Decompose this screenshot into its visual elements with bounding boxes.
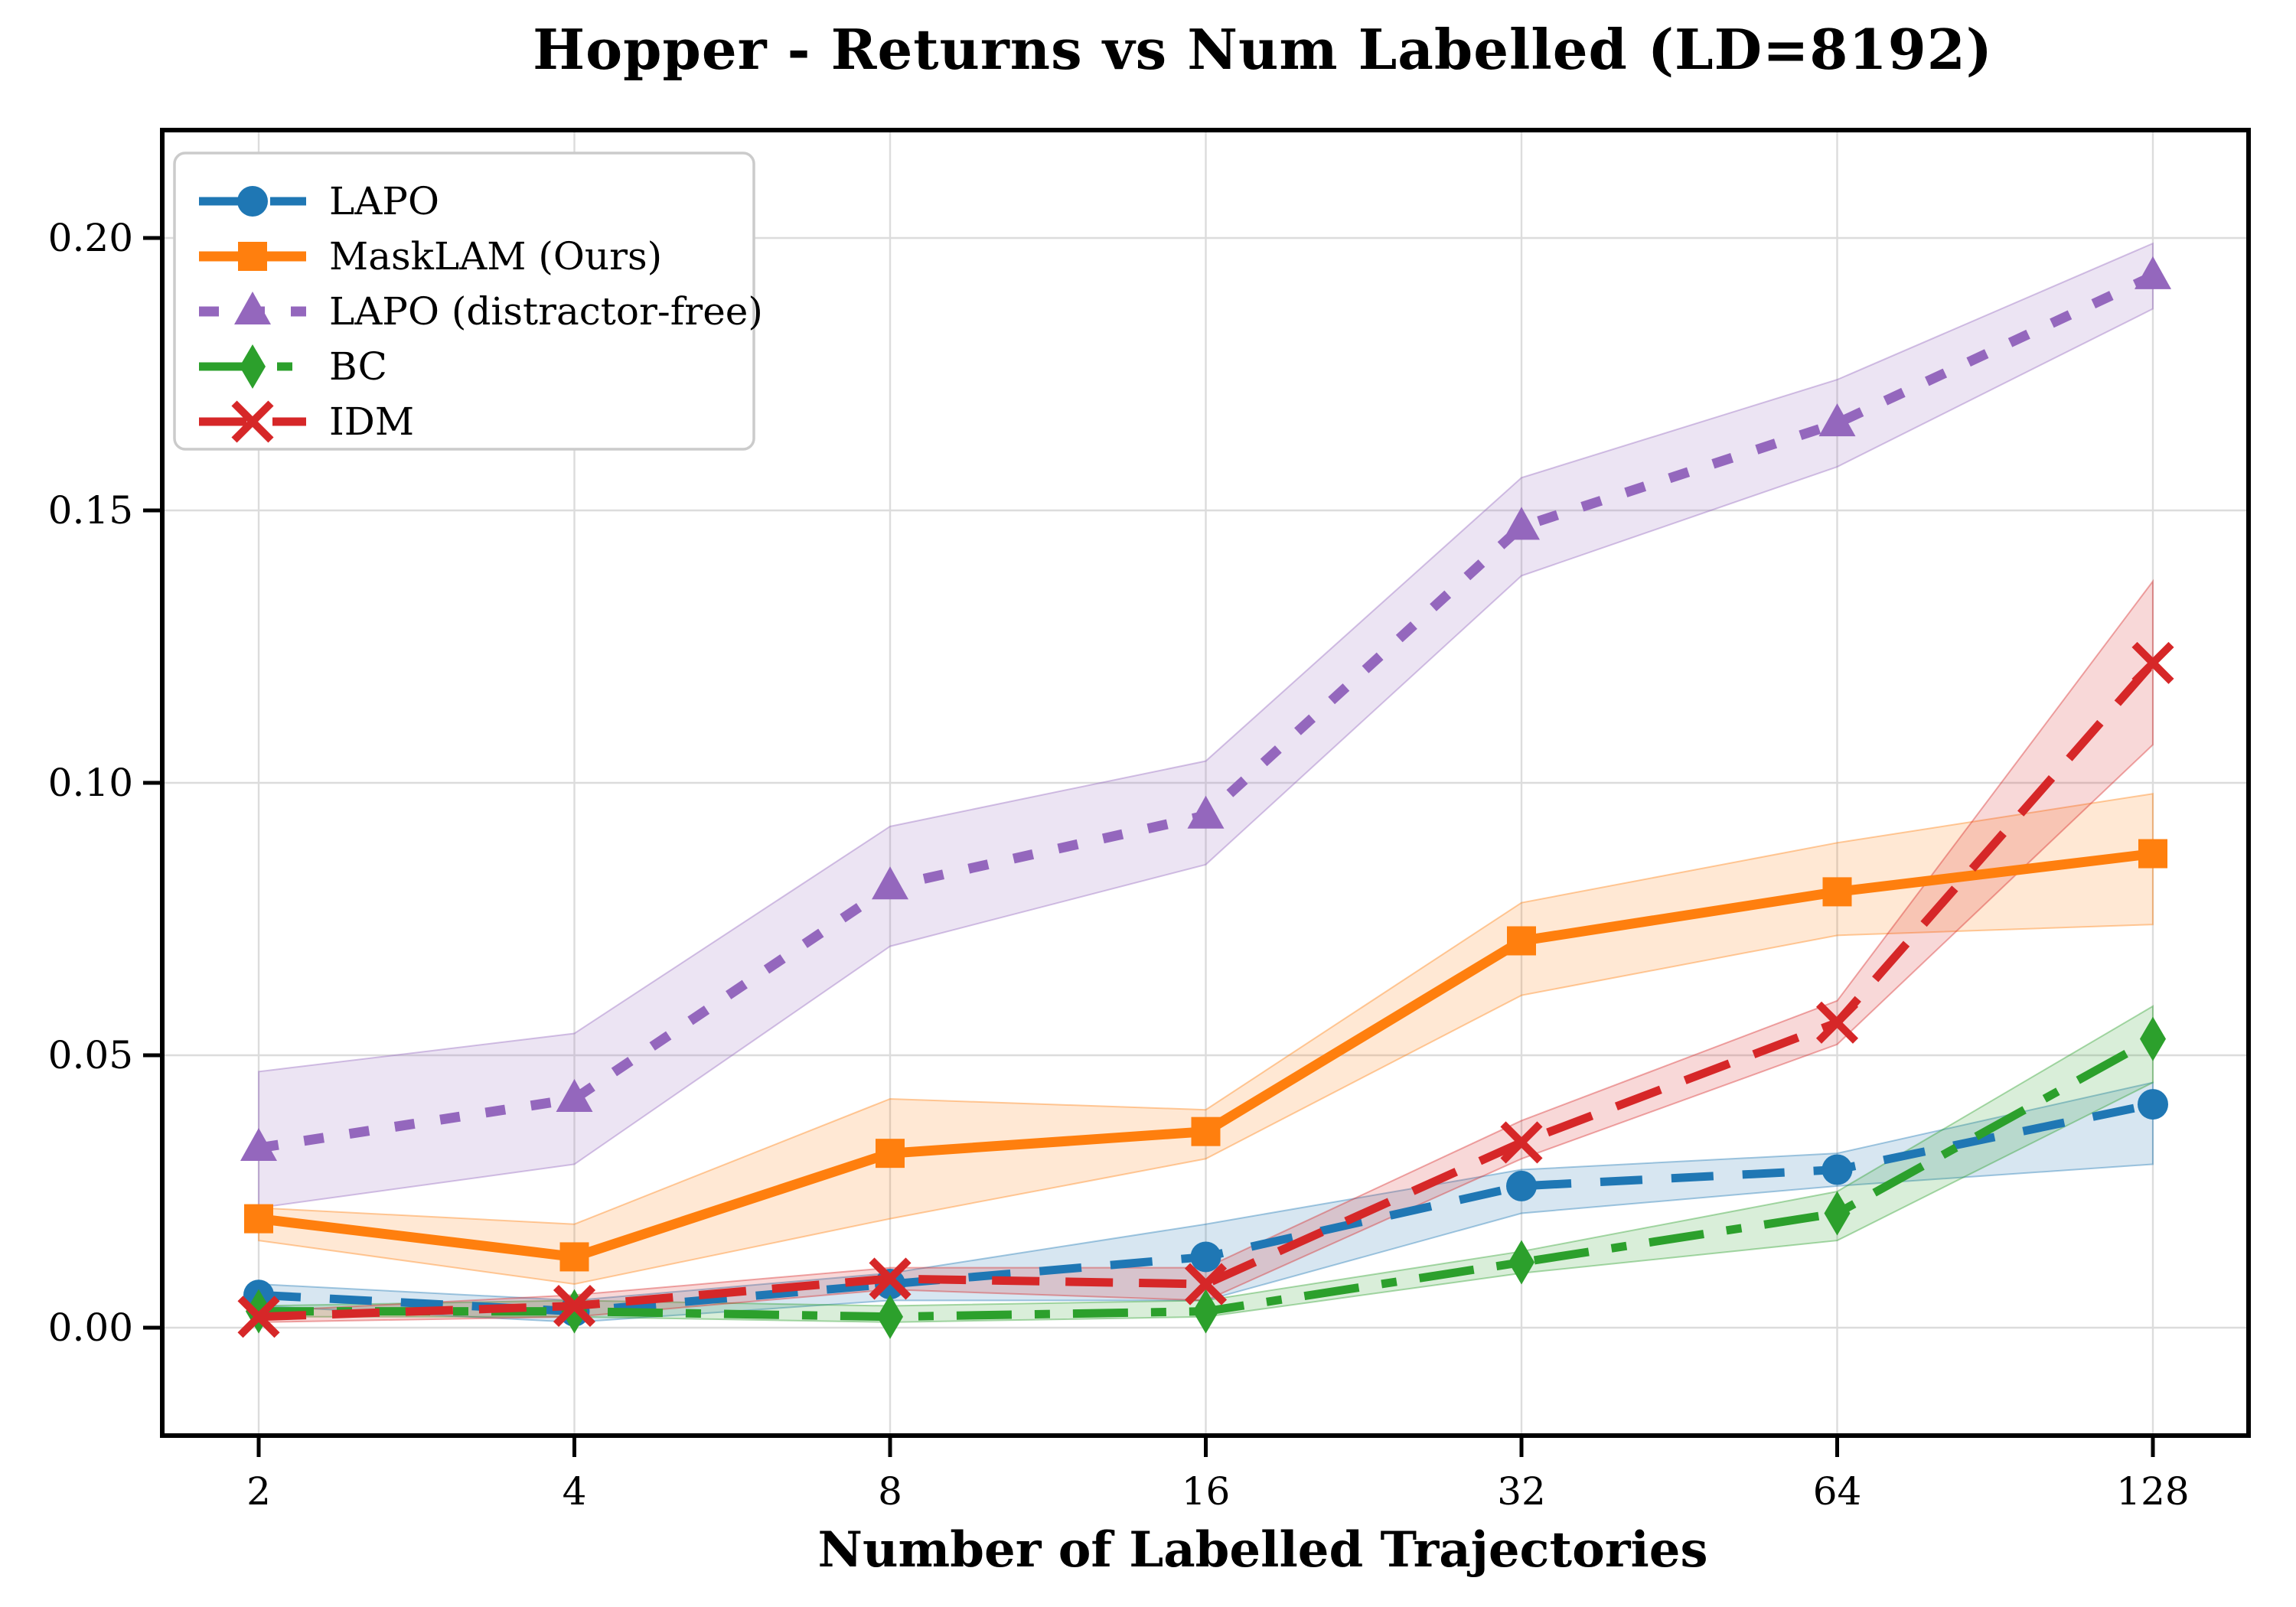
legend-entry-BC: BC bbox=[199, 344, 387, 389]
series-MaskLAM (Ours) bbox=[244, 839, 2167, 1272]
x-tick-label: 128 bbox=[2116, 1469, 2189, 1514]
legend-entry-LAPO: LAPO bbox=[199, 179, 439, 223]
legend-label: BC bbox=[329, 344, 387, 389]
legend-entry-LAPO (distractor-free): LAPO (distractor-free) bbox=[199, 289, 763, 334]
x-tick-label: 16 bbox=[1182, 1469, 1231, 1514]
axis-ticks bbox=[143, 236, 2155, 1457]
band-LAPO (distractor-free) bbox=[258, 242, 2154, 1209]
y-tick-label: 0.05 bbox=[48, 1033, 133, 1077]
legend-entry-IDM: IDM bbox=[199, 399, 414, 444]
x-axis-label: Number of Labelled Trajectories bbox=[817, 1521, 1708, 1579]
legend-label: IDM bbox=[329, 399, 414, 444]
x-tick-label: 8 bbox=[878, 1469, 902, 1514]
legend: LAPO MaskLAM (Ours) LAPO (distractor-free)… bbox=[173, 152, 763, 451]
legend-label: MaskLAM (Ours) bbox=[329, 234, 662, 279]
tick-labels: 2 4 8 16 32 64 128 0.00 0.05 0.10 0.15 0.20 bbox=[48, 216, 2190, 1514]
y-tick-label: 0.15 bbox=[48, 488, 133, 533]
x-tick-label: 64 bbox=[1813, 1469, 1862, 1514]
x-tick-label: 32 bbox=[1497, 1469, 1546, 1514]
series-LAPO (distractor-free) bbox=[240, 256, 2171, 1162]
series-IDM bbox=[237, 641, 2174, 1338]
legend-label: LAPO (distractor-free) bbox=[329, 289, 763, 334]
band-BC bbox=[258, 1005, 2154, 1323]
band-LAPO bbox=[258, 1081, 2154, 1323]
band-IDM bbox=[258, 579, 2154, 1323]
x-tick-label: 2 bbox=[246, 1469, 271, 1514]
legend-entry-MaskLAM (Ours): MaskLAM (Ours) bbox=[199, 234, 662, 279]
series-lines bbox=[237, 256, 2174, 1339]
chart-title: Hopper - Returns vs Num Labelled (LD=819… bbox=[533, 17, 1993, 82]
y-tick-label: 0.10 bbox=[48, 761, 133, 805]
y-tick-label: 0.20 bbox=[48, 216, 133, 260]
legend-label: LAPO bbox=[329, 179, 439, 223]
x-tick-label: 4 bbox=[563, 1469, 587, 1514]
y-tick-label: 0.00 bbox=[48, 1305, 133, 1350]
